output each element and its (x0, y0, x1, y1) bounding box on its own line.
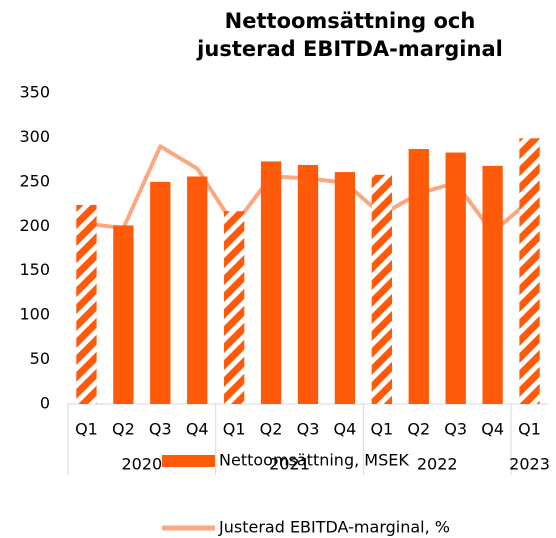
x-group-label: 2020 (121, 455, 162, 474)
legend-label: Justerad EBITDA-marginal, % (218, 518, 450, 537)
y-tick-label: 100 (19, 305, 50, 324)
bar (408, 148, 429, 404)
bar (224, 211, 245, 404)
y-tick-label: 150 (19, 260, 50, 279)
x-group-label: 2021 (269, 455, 310, 474)
x-tick-label: Q2 (407, 420, 430, 439)
x-tick-label: Q3 (297, 420, 320, 439)
x-tick-label: Q3 (444, 420, 467, 439)
y-tick-label: 0 (40, 394, 50, 413)
y-tick-label: 300 (19, 127, 50, 146)
x-group-label: 2022 (417, 455, 458, 474)
x-tick-label: Q4 (186, 420, 209, 439)
bar (113, 225, 134, 404)
x-tick-label: Q1 (223, 420, 246, 439)
bar (334, 172, 356, 404)
chart-title: Nettoomsättning och (225, 9, 476, 33)
bar (150, 181, 171, 404)
x-tick-label: Q1 (370, 420, 393, 439)
x-tick-label: Q2 (260, 420, 283, 439)
x-tick-label: Q1 (518, 420, 541, 439)
bar (260, 161, 282, 404)
chart-title: justerad EBITDA-marginal (196, 37, 503, 61)
x-tick-label: Q2 (112, 420, 135, 439)
legend-label: Nettoomsättning, MSEK (219, 451, 409, 470)
bar (519, 138, 540, 404)
x-group-label: 2023 (509, 455, 550, 474)
y-tick-label: 250 (19, 171, 50, 190)
x-tick-label: Q4 (481, 420, 504, 439)
bar (76, 204, 97, 404)
legend-swatch (162, 455, 215, 467)
x-tick-label: Q1 (75, 420, 98, 439)
bar (187, 176, 208, 404)
bar (482, 165, 503, 404)
x-tick-label: Q3 (149, 420, 172, 439)
y-tick-label: 200 (19, 216, 50, 235)
y-tick-label: 350 (19, 83, 50, 102)
bar (297, 164, 319, 404)
bar (445, 152, 466, 404)
x-tick-label: Q4 (334, 420, 357, 439)
bar (371, 174, 392, 404)
y-tick-label: 50 (30, 349, 50, 368)
